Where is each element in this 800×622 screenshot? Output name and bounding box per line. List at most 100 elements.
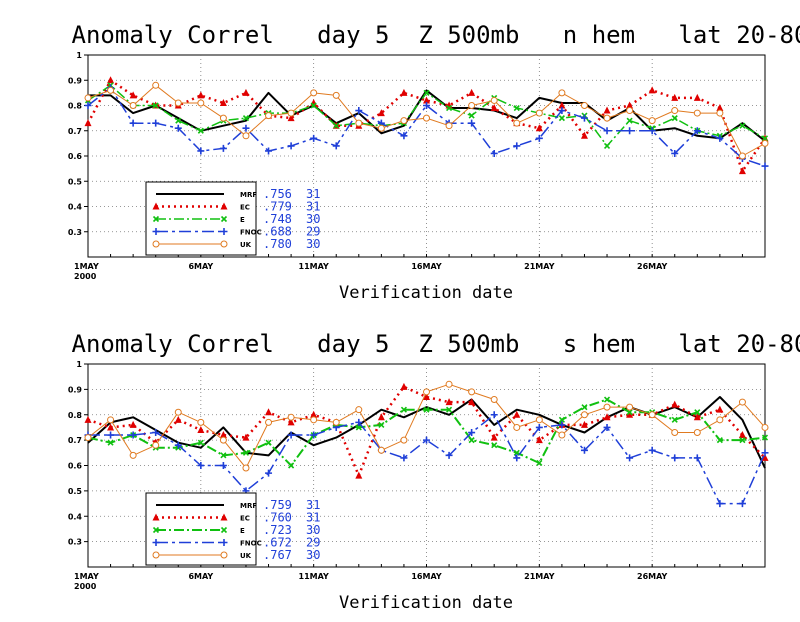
sh-uk-point <box>107 416 115 424</box>
nh-xtick-6may: 6MAY <box>188 262 213 271</box>
sh-uk-point <box>84 434 92 442</box>
sh-xtick-26may: 26MAY <box>637 572 668 581</box>
nh-uk-point <box>197 99 205 107</box>
nh-uk-point <box>626 107 634 115</box>
sh-legend-mean-e: .723 <box>263 523 292 537</box>
sh-uk-point <box>648 411 656 419</box>
sh-fnoc-point <box>107 431 115 439</box>
nh-fnoc-point <box>603 127 611 135</box>
sh-uk-point <box>400 436 408 444</box>
nh-uk-point <box>693 109 701 117</box>
nh-ec-point <box>107 76 115 84</box>
sh-e-point <box>423 406 430 413</box>
nh-legend-count-uk: 30 <box>306 237 320 251</box>
sh-uk-point <box>738 398 746 406</box>
sh-fnoc-point <box>468 429 476 437</box>
sh-legend-marker-fnoc <box>152 539 160 546</box>
sh-fnoc-point <box>513 454 521 462</box>
nh-fnoc-point <box>716 134 724 142</box>
sh-uk-point <box>174 408 182 416</box>
sh-e-point <box>446 406 453 413</box>
sh-e-point <box>536 459 543 467</box>
sh-ec-point <box>219 431 227 439</box>
nh-ec-point <box>242 88 250 96</box>
nh-ec-point <box>377 109 385 117</box>
sh-e-point <box>107 439 114 446</box>
sh-e-point <box>197 439 204 446</box>
nh-chart-title: Anomaly Correl day 5 Z 500mb n hem lat 2… <box>72 21 800 49</box>
sh-ec-point <box>603 413 611 421</box>
nh-uk-point <box>535 109 543 117</box>
sh-uk-point <box>468 388 476 396</box>
sh-x-axis: 1MAY 2000 6MAY 11MAY 16MAY 21MAY 26MAY <box>74 572 668 591</box>
sh-ec-point <box>84 415 92 423</box>
sh-legend-count-e: 30 <box>306 523 320 537</box>
nh-ec-point <box>671 93 679 101</box>
sh-fnoc-point <box>129 431 137 439</box>
sh-uk-point <box>513 423 521 431</box>
nh-legend-count-e: 30 <box>306 212 320 226</box>
nh-ytick-0.3: 0.3 <box>68 228 82 237</box>
sh-legend-name-fnoc: FNOC <box>240 540 262 548</box>
sh-ec-point <box>580 420 588 428</box>
sh-ec-point <box>716 405 724 413</box>
nh-fnoc-point <box>152 119 160 127</box>
nh-series-uk <box>84 81 769 160</box>
sh-fnoc-point <box>738 500 746 508</box>
sh-uk-point <box>671 429 679 437</box>
sh-uk-point <box>761 423 769 431</box>
sh-e-point <box>265 439 272 446</box>
nh-series <box>84 76 769 175</box>
sh-e-point <box>694 409 701 416</box>
sh-e-point <box>671 416 678 423</box>
nh-ec-point <box>626 101 634 109</box>
sh-fnoc-point <box>197 462 205 469</box>
sh-e-point <box>716 437 723 444</box>
nh-ytick-0.7: 0.7 <box>68 127 82 136</box>
sh-e-point <box>491 442 498 449</box>
nh-ytick-1: 1 <box>76 51 82 60</box>
nh-uk-point <box>738 152 746 160</box>
nh-xtick-16may: 16MAY <box>411 262 442 271</box>
sh-uk-point <box>490 396 498 404</box>
sh-fnoc-point <box>558 421 566 429</box>
sh-legend-name-mrf: MRF <box>240 502 257 510</box>
sh-uk-point <box>265 418 273 426</box>
nh-uk-point <box>513 119 521 127</box>
sh-ec-point <box>287 418 295 426</box>
nh-e-point <box>761 135 769 142</box>
nh-fnoc-point <box>355 107 363 115</box>
sh-xtick-21may: 21MAY <box>524 572 555 581</box>
sh-legend: MRF .759 31 EC .760 31 E .723 30 FNOC .6… <box>145 492 320 566</box>
sh-fnoc-point <box>580 446 588 454</box>
nh-e-point <box>310 102 317 109</box>
sh-xtick-1may: 1MAY <box>74 572 99 581</box>
sh-legend-name-uk: UK <box>240 552 252 560</box>
sh-uk-point <box>310 416 318 424</box>
sh-ec-point <box>671 400 679 408</box>
nh-fnoc-point <box>265 147 273 155</box>
sh-uk-point <box>242 464 250 472</box>
nh-fnoc-point <box>332 142 340 150</box>
sh-fnoc-point <box>445 451 453 459</box>
sh-fnoc-point <box>648 446 656 454</box>
nh-legend-samples <box>152 193 228 248</box>
sh-ec-point <box>423 392 430 400</box>
nh-uk-point <box>761 139 769 147</box>
sh-legend-count-ec: 31 <box>306 511 320 525</box>
nh-e-point <box>333 122 340 129</box>
nh-fnoc-point <box>423 102 430 109</box>
nh-ec-point <box>219 98 227 106</box>
sh-xtick-16may: 16MAY <box>411 572 442 581</box>
nh-legend-marker-e <box>152 215 160 223</box>
sh-e-point <box>242 449 250 456</box>
sh-xtick-11may: 11MAY <box>299 572 330 581</box>
nh-fnoc-point <box>626 127 634 135</box>
nh-legend-count-ec: 31 <box>306 200 320 214</box>
sh-fnoc-point <box>626 454 634 462</box>
sh-uk-point <box>197 418 205 426</box>
nh-fnoc-point <box>84 102 92 109</box>
nh-xtick-year: 2000 <box>74 272 97 281</box>
sh-fnoc-point <box>310 431 318 439</box>
